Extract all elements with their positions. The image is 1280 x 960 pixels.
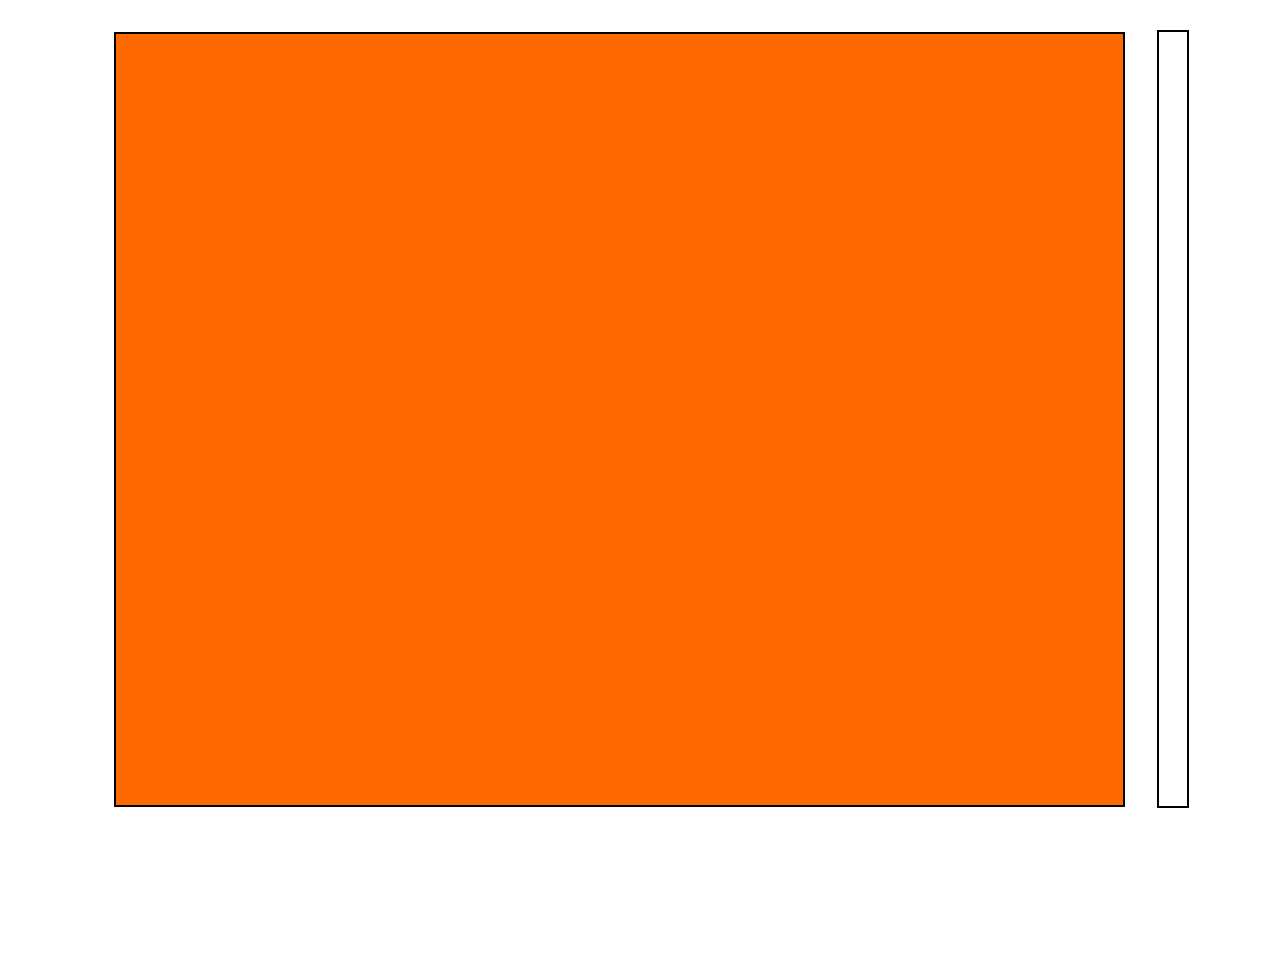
colorbar-gradient — [1159, 32, 1187, 806]
plot-area — [114, 32, 1125, 807]
contour-layer — [116, 34, 1123, 805]
colorbar — [1157, 30, 1189, 808]
heatmap-layer — [116, 34, 1123, 805]
